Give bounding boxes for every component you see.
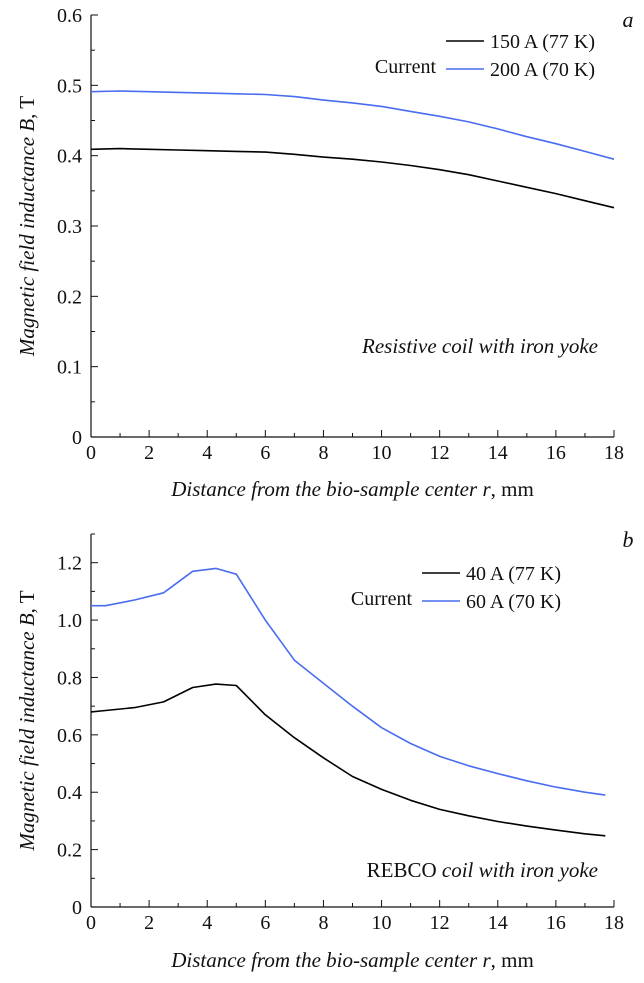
x-tick-label: 2: [144, 442, 154, 464]
x-tick-label: 14: [488, 912, 508, 934]
annotation: REBCO coil with iron yoke: [367, 858, 598, 882]
x-tick-label: 6: [260, 912, 270, 934]
x-tick-label: 10: [372, 912, 392, 934]
x-tick-label: 18: [604, 912, 624, 934]
x-axis-title: Distance from the bio-sample center r, m…: [170, 948, 534, 972]
x-tick-label: 10: [372, 442, 392, 464]
panel-label: b: [623, 527, 634, 552]
chart-panel-a: 0 2 4 6 8 10 12 14 16 18 0 0.1 0.2 0.3 0.4 0.5 0.6 Curren…: [15, 5, 634, 501]
legend-title: Current: [351, 588, 413, 610]
series-line-1: [90, 683, 606, 837]
x-tick-label: 18: [604, 442, 624, 464]
y-tick-label: 0.4: [57, 782, 82, 804]
legend-label: 200 A (70 K): [490, 59, 595, 81]
panel-label: a: [623, 7, 634, 32]
y-tick-label: 0.5: [57, 75, 82, 97]
legend: Current 150 A (77 K) 200 A (70 K): [375, 31, 595, 81]
y-tick-label: 0: [72, 897, 82, 919]
x-tick-label: 0: [86, 442, 96, 464]
series-line-2: [90, 90, 615, 160]
x-tick-label: 8: [318, 912, 328, 934]
x-tick-label: 14: [488, 442, 508, 464]
series-line-1: [90, 147, 615, 209]
legend-label: 40 A (77 K): [466, 563, 561, 585]
legend-label: 150 A (77 K): [490, 31, 595, 53]
x-tick-label: 6: [260, 442, 270, 464]
x-tick-label: 16: [546, 912, 566, 934]
y-tick-label: 0.1: [57, 357, 82, 379]
y-tick-label: 0.6: [57, 725, 82, 747]
x-tick-label: 12: [430, 912, 450, 934]
y-tick-label: 0.8: [57, 667, 82, 689]
x-axis-title: Distance from the bio-sample center r, m…: [170, 477, 534, 501]
legend-label: 60 A (70 K): [466, 591, 561, 613]
y-tick-label: 0.2: [57, 840, 82, 862]
y-axis-title: Magnetic field inductance B, T: [15, 590, 39, 851]
series-line-2: [91, 567, 606, 796]
annotation: Resistive coil with iron yoke: [361, 334, 598, 358]
y-tick-label: 0.2: [57, 286, 82, 308]
y-tick-label: 0.4: [57, 146, 82, 168]
legend-title: Current: [375, 56, 437, 78]
x-tick-label: 8: [318, 442, 328, 464]
x-tick-label: 2: [144, 912, 154, 934]
x-tick-label: 12: [430, 442, 450, 464]
x-tick-label: 0: [86, 912, 96, 934]
x-tick-label: 4: [202, 442, 212, 464]
y-tick-label: 1.2: [57, 553, 82, 575]
x-tick-label: 16: [546, 442, 566, 464]
x-tick-label: 4: [202, 912, 212, 934]
y-tick-label: 0.6: [57, 5, 82, 27]
y-tick-label: 0: [72, 427, 82, 449]
y-axis-title: Magnetic field inductance B, T: [15, 96, 39, 357]
legend: Current 40 A (77 K) 60 A (70 K): [351, 563, 561, 613]
chart-panel-b: 0 2 4 6 8 10 12 14 16 18 0 0.2 0.4 0.6 0.8 1.0 1.2 Curren…: [15, 527, 634, 972]
y-tick-label: 1.0: [57, 610, 82, 632]
y-tick-label: 0.3: [57, 216, 82, 238]
